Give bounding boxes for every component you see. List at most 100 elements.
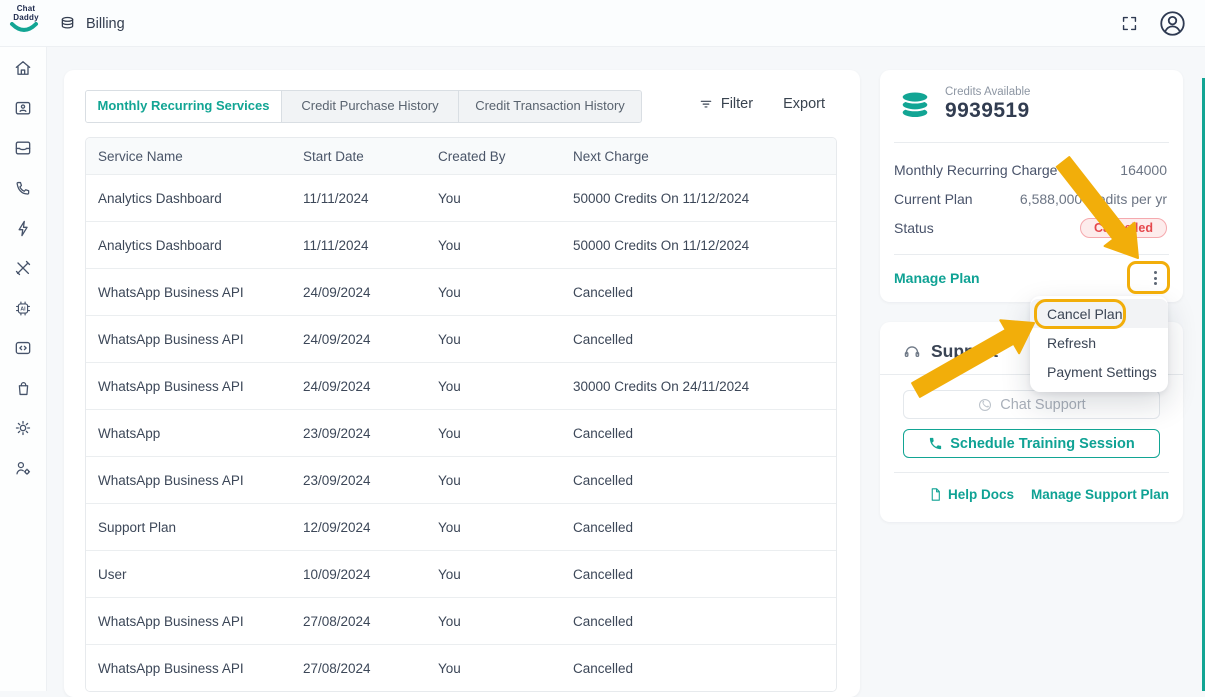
sidebar-item-contacts[interactable] [13,98,33,118]
cell-next: Cancelled [573,613,634,629]
credits-available-label: Credits Available [945,86,1031,98]
cell-next: Cancelled [573,425,634,441]
tab-credit-purchase-history[interactable]: Credit Purchase History [282,91,459,122]
export-button[interactable]: Export [783,96,825,112]
table-row: Analytics Dashboard 11/11/2024 You 50000… [86,174,836,221]
cell-service: WhatsApp Business API [98,472,244,488]
chat-support-button[interactable]: Chat Support [903,390,1160,419]
manage-plan-link[interactable]: Manage Plan [894,270,980,286]
manage-support-plan-link[interactable]: Manage Support Plan [1030,487,1169,502]
right-edge-accent [1202,78,1205,691]
plan-options-menu-button[interactable] [1137,263,1173,293]
logo-text-line1: Chat [16,4,36,13]
current-plan-value: 6,588,000 credits per yr [1019,190,1167,207]
cell-next: 50000 Credits On 11/12/2024 [573,237,750,253]
cell-by: You [438,660,461,676]
column-service-name: Service Name [98,148,183,164]
cell-service: WhatsApp Business API [98,331,244,347]
schedule-training-label: Schedule Training Session [950,435,1135,452]
status-label: Status [894,219,934,236]
menu-item-payment-settings[interactable]: Payment Settings [1047,363,1157,380]
cell-start: 24/09/2024 [303,284,371,300]
tab-monthly-recurring-services[interactable]: Monthly Recurring Services [86,91,282,122]
left-sidebar: AI [0,47,47,691]
table-row: User 10/09/2024 You Cancelled [86,550,836,597]
export-label: Export [783,96,825,112]
column-created-by: Created By [438,148,506,164]
cell-service: Analytics Dashboard [98,237,222,253]
cell-service: Analytics Dashboard [98,190,222,206]
sidebar-item-ai[interactable]: AI [13,298,33,318]
schedule-training-button[interactable]: Schedule Training Session [903,429,1160,458]
cell-next: 50000 Credits On 11/12/2024 [573,190,750,206]
sidebar-item-team[interactable] [13,458,33,478]
sidebar-item-store[interactable] [13,378,33,398]
phone-icon [930,437,942,450]
plan-options-dropdown: Cancel Plan Refresh Payment Settings [1030,296,1168,392]
logo-text-line2: Daddy [13,12,39,22]
sidebar-item-inbox[interactable] [13,138,33,158]
sidebar-item-settings[interactable] [13,418,33,438]
sidebar-item-tools[interactable] [13,258,33,278]
cell-next: 30000 Credits On 24/11/2024 [573,378,750,394]
filter-icon [700,100,712,108]
table-row: WhatsApp Business API 27/08/2024 You Can… [86,644,836,691]
menu-item-cancel-plan[interactable]: Cancel Plan [1030,299,1168,328]
table-row: WhatsApp 23/09/2024 You Cancelled [86,409,836,456]
cell-by: You [438,519,461,535]
cell-by: You [438,472,461,488]
cell-start: 27/08/2024 [303,613,371,629]
help-docs-label: Help Docs [947,487,1014,502]
cell-start: 24/09/2024 [303,331,371,347]
filter-label: Filter [720,96,754,112]
help-docs-link[interactable]: Help Docs [929,487,1014,502]
help-docs-icon [931,488,940,501]
whatsapp-icon [979,398,992,411]
cell-next: Cancelled [573,660,634,676]
cell-next: Cancelled [573,472,634,488]
cell-start: 27/08/2024 [303,660,371,676]
column-next-charge: Next Charge [573,148,649,164]
billing-tabs: Monthly Recurring Services Credit Purcha… [85,90,642,123]
cell-service: WhatsApp [98,425,161,441]
sidebar-item-home[interactable] [13,58,33,78]
credits-available-value: 9939519 [945,99,1030,122]
chat-support-label: Chat Support [1000,396,1086,413]
cell-start: 11/11/2024 [303,237,369,253]
chatdaddy-logo[interactable]: Chat Daddy [9,4,43,33]
status-badge: Cancelled [1079,217,1167,238]
cell-start: 12/09/2024 [303,519,371,535]
cell-start: 23/09/2024 [303,472,371,488]
cell-service: WhatsApp Business API [98,284,244,300]
tab-credit-transaction-history[interactable]: Credit Transaction History [459,91,641,122]
cell-service: WhatsApp Business API [98,660,244,676]
top-bar: Chat Daddy Billing [0,0,1205,47]
cell-next: Cancelled [573,566,634,582]
sidebar-item-developer[interactable] [13,338,33,358]
divider [894,472,1169,473]
cell-start: 23/09/2024 [303,425,371,441]
account-avatar-icon[interactable] [1158,9,1187,38]
sidebar-item-calls[interactable] [13,178,33,198]
cell-service: Support Plan [98,519,177,535]
filter-button[interactable]: Filter [698,96,753,112]
sidebar-item-automation[interactable] [13,218,33,238]
cell-by: You [438,378,461,394]
table-row: WhatsApp Business API 24/09/2024 You Can… [86,315,836,362]
current-plan-label: Current Plan [894,190,973,207]
cell-by: You [438,237,461,253]
table-row: WhatsApp Business API 24/09/2024 You 300… [86,362,836,409]
cell-start: 10/09/2024 [303,566,371,582]
divider [894,142,1169,143]
cell-by: You [438,331,461,347]
fullscreen-icon[interactable] [1120,14,1139,33]
headset-icon [904,345,920,357]
services-table: Service Name Start Date Created By Next … [85,137,837,692]
cell-start: 24/09/2024 [303,378,371,394]
menu-item-refresh[interactable]: Refresh [1047,334,1097,351]
recurring-services-panel: Monthly Recurring Services Credit Purcha… [64,70,860,697]
cell-by: You [438,284,461,300]
table-row: Analytics Dashboard 11/11/2024 You 50000… [86,221,836,268]
cell-start: 11/11/2024 [303,190,369,206]
cell-next: Cancelled [573,519,634,535]
